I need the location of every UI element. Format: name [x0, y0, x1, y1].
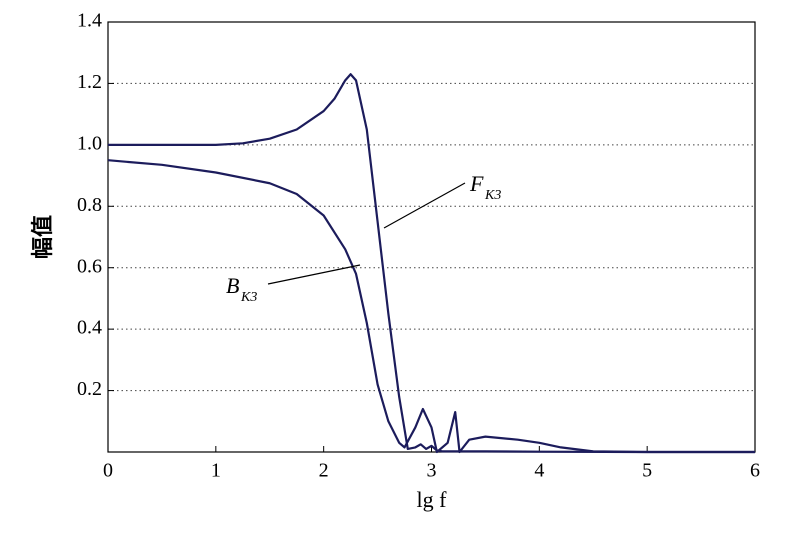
y-tick-label: 0.4: [77, 317, 102, 339]
x-tick-label: 5: [642, 460, 652, 482]
y-tick-label: 1.4: [77, 10, 102, 32]
x-tick-label: 4: [534, 460, 544, 482]
x-tick-label: 0: [103, 460, 113, 482]
x-axis-label: lg f: [417, 487, 448, 512]
annotation-sub: K3: [240, 290, 257, 305]
y-tick-label: 1.0: [77, 132, 102, 154]
x-tick-label: 2: [319, 460, 329, 482]
y-tick-label: 0.6: [77, 255, 102, 277]
plot-frame: [107, 21, 756, 453]
annotation: F: [469, 171, 484, 196]
y-tick-label: 1.2: [77, 71, 102, 93]
data-line: [108, 73, 755, 454]
data-line: [107, 159, 755, 454]
annotation-sub: K3: [484, 188, 501, 203]
leader-line: [267, 264, 361, 285]
x-tick-label: 1: [211, 460, 221, 482]
x-tick-label: 3: [427, 460, 437, 482]
y-axis-label: 幅值: [30, 215, 55, 259]
x-tick-label: 6: [750, 460, 760, 482]
y-tick-label: 0.2: [77, 378, 102, 400]
y-tick-label: 0.8: [77, 194, 102, 216]
leader-line: [383, 182, 466, 229]
annotation: B: [226, 273, 239, 298]
